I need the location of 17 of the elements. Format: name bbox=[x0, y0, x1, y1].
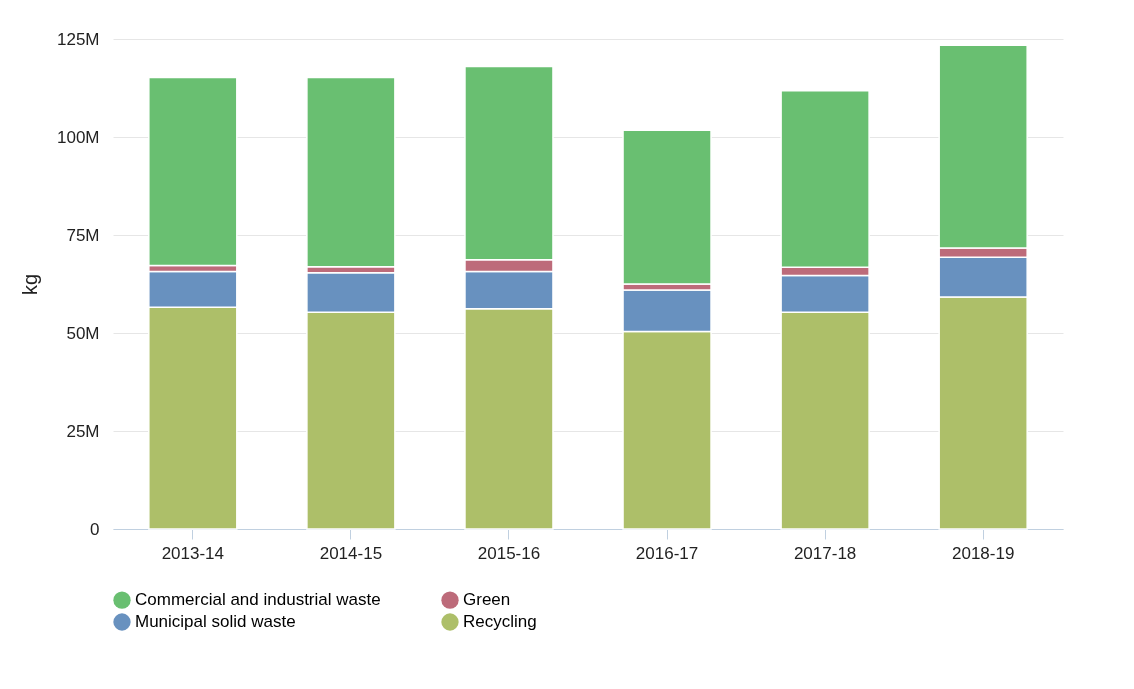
x-tick-label: 2015-16 bbox=[477, 543, 541, 563]
legend-label: Municipal solid waste bbox=[135, 612, 296, 631]
legend-label: Green bbox=[463, 590, 511, 610]
y-axis-title: kg bbox=[18, 273, 41, 296]
y-tick-label: 125M bbox=[56, 29, 100, 49]
y-tick-label: 25M bbox=[66, 421, 100, 441]
x-tick-label: 2016-17 bbox=[635, 543, 699, 563]
y-tick-label: 75M bbox=[66, 225, 100, 245]
y-tick-label: 50M bbox=[66, 323, 100, 343]
x-tick-label: 2017-18 bbox=[793, 543, 857, 563]
x-tick-label: 2018-19 bbox=[951, 543, 1015, 563]
y-tick-label: 0 bbox=[90, 519, 100, 539]
legend-label: Recycling bbox=[463, 612, 537, 631]
legend-label: Commercial and industrial waste bbox=[135, 590, 381, 610]
x-tick-label: 2014-15 bbox=[319, 543, 383, 563]
y-tick-label: 100M bbox=[56, 127, 100, 147]
x-tick-label: 2013-14 bbox=[161, 543, 225, 563]
